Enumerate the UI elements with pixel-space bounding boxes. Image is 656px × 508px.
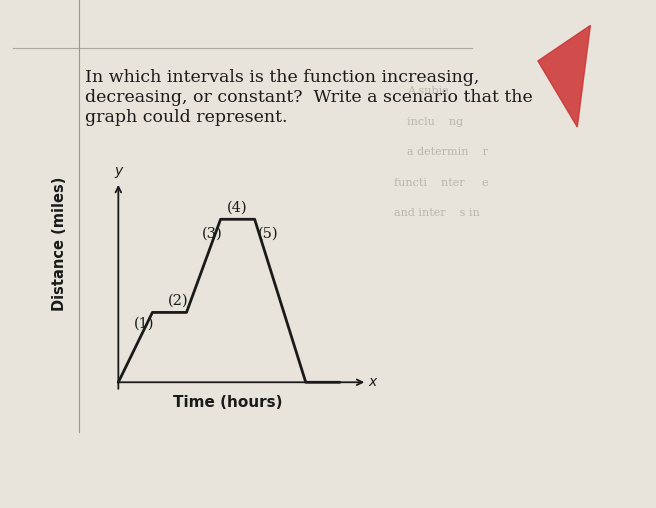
Text: Distance (miles): Distance (miles)	[52, 177, 66, 311]
Text: y: y	[114, 164, 123, 178]
Text: (5): (5)	[258, 226, 279, 240]
Text: decreasing, or constant?  Write a scenario that the: decreasing, or constant? Write a scenari…	[85, 89, 533, 106]
Text: Time (hours): Time (hours)	[173, 395, 282, 410]
Text: (2): (2)	[168, 294, 188, 308]
Text: A subje: A subje	[407, 86, 448, 97]
Text: and inter    s in: and inter s in	[394, 208, 480, 218]
Text: x: x	[369, 375, 377, 389]
Text: (3): (3)	[201, 226, 222, 240]
Text: graph could represent.: graph could represent.	[85, 109, 288, 126]
Text: inclu    ng: inclu ng	[407, 117, 463, 127]
Text: (4): (4)	[227, 201, 248, 215]
Text: a determin    r: a determin r	[407, 147, 487, 157]
Text: (1): (1)	[134, 317, 154, 331]
Text: functi    nter     e: functi nter e	[394, 178, 488, 188]
Text: In which intervals is the function increasing,: In which intervals is the function incre…	[85, 69, 480, 85]
Polygon shape	[538, 25, 590, 127]
